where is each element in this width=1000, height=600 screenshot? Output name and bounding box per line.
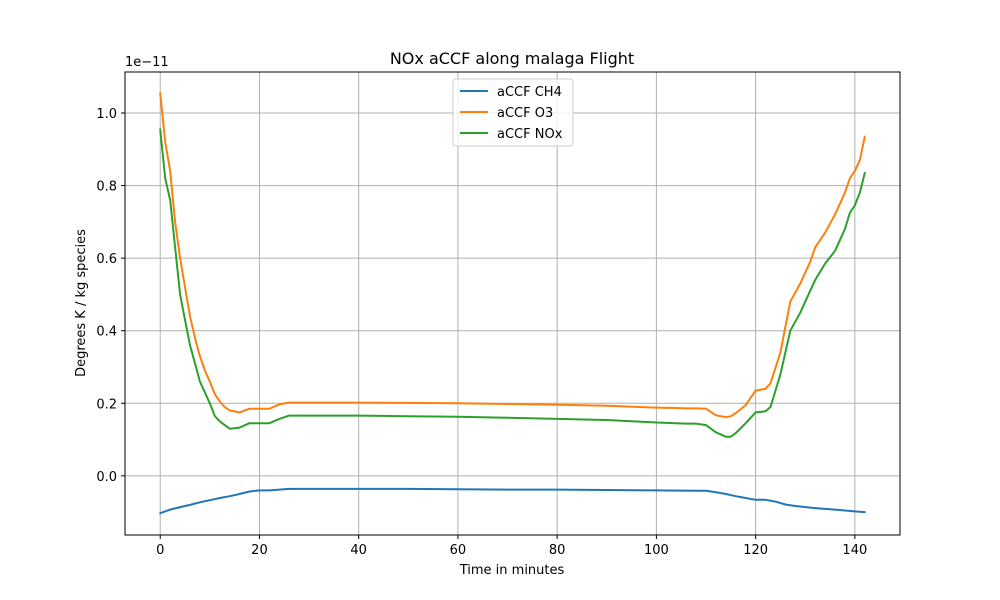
y-axis-label: Degrees K / kg species xyxy=(74,229,89,377)
y-tick-label: 0.6 xyxy=(96,252,117,267)
y-offset-label: 1e−11 xyxy=(125,55,169,70)
plot-frame xyxy=(124,71,901,536)
x-tick-label: 140 xyxy=(842,543,867,558)
legend-label-ch4: aCCF CH4 xyxy=(497,85,562,100)
x-tick-label: 40 xyxy=(350,543,367,558)
y-tick-label: 0.8 xyxy=(96,180,117,195)
x-tick-label: 80 xyxy=(549,543,566,558)
y-tick-label: 1.0 xyxy=(96,107,117,122)
series-line-o3 xyxy=(159,92,866,419)
x-tick-label: 100 xyxy=(644,543,669,558)
y-tick-label: 0.4 xyxy=(96,325,117,340)
x-axis-label: Time in minutes xyxy=(459,563,565,578)
x-tick-label: 60 xyxy=(450,543,467,558)
x-tick-label: 20 xyxy=(251,543,268,558)
chart-title: NOx aCCF along malaga Flight xyxy=(390,49,634,68)
legend-frame xyxy=(452,78,574,147)
series-line-ch4 xyxy=(159,487,866,515)
x-axis-ticks: 0 20 40 60 80 100 120 140 xyxy=(156,535,867,558)
y-axis-ticks: 0.0 0.2 0.4 0.6 0.8 1.0 xyxy=(96,107,125,485)
x-tick-label: 0 xyxy=(156,543,164,558)
legend-label-nox: aCCF NOx xyxy=(497,127,563,142)
legend-label-o3: aCCF O3 xyxy=(497,106,553,121)
series-line-nox xyxy=(159,128,866,438)
legend: aCCF CH4 aCCF O3 aCCF NOx xyxy=(452,78,574,147)
y-tick-label: 0.2 xyxy=(96,397,117,412)
series-layer xyxy=(159,92,866,515)
y-tick-label: 0.0 xyxy=(96,470,117,485)
x-tick-label: 120 xyxy=(743,543,768,558)
